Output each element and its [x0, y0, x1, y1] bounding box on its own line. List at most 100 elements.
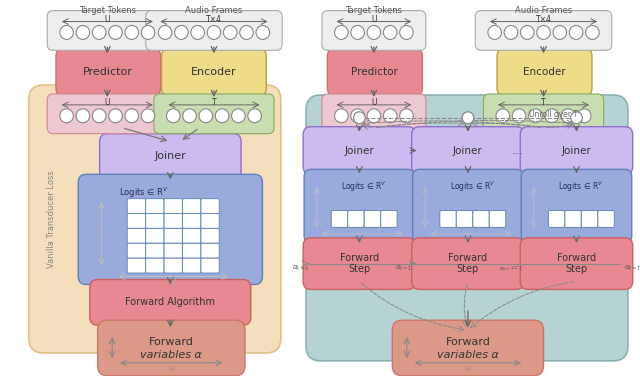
FancyBboxPatch shape: [127, 214, 146, 228]
Text: variables α: variables α: [140, 350, 202, 360]
Text: ...: ...: [511, 257, 524, 270]
Circle shape: [215, 109, 229, 123]
Circle shape: [553, 26, 566, 39]
FancyBboxPatch shape: [146, 228, 164, 243]
FancyBboxPatch shape: [201, 199, 220, 214]
FancyBboxPatch shape: [127, 243, 146, 258]
Text: Predictor: Predictor: [351, 67, 398, 77]
FancyBboxPatch shape: [146, 258, 164, 273]
FancyBboxPatch shape: [201, 228, 220, 243]
Text: Step: Step: [348, 264, 371, 274]
FancyBboxPatch shape: [182, 243, 201, 258]
FancyBboxPatch shape: [56, 49, 161, 96]
Text: Logits ∈ R$^V$: Logits ∈ R$^V$: [450, 180, 495, 194]
Text: U: U: [371, 99, 377, 108]
Circle shape: [175, 26, 188, 39]
Text: Audio Frames: Audio Frames: [186, 6, 243, 15]
Circle shape: [109, 26, 122, 39]
Text: variables α: variables α: [437, 350, 499, 360]
Circle shape: [335, 109, 348, 123]
Text: U: U: [466, 237, 470, 241]
Text: Logits ∈ R$^V$: Logits ∈ R$^V$: [119, 186, 169, 200]
Circle shape: [462, 112, 474, 124]
FancyBboxPatch shape: [164, 243, 182, 258]
Text: Predictor: Predictor: [83, 67, 133, 77]
Circle shape: [240, 26, 253, 39]
FancyBboxPatch shape: [548, 211, 565, 227]
Circle shape: [513, 109, 526, 123]
Text: Forward: Forward: [449, 253, 488, 263]
Text: Forward: Forward: [557, 253, 596, 263]
FancyBboxPatch shape: [127, 228, 146, 243]
FancyBboxPatch shape: [164, 199, 182, 214]
FancyBboxPatch shape: [164, 258, 182, 273]
Text: Logits ∈ R$^V$: Logits ∈ R$^V$: [559, 180, 604, 194]
Circle shape: [571, 112, 582, 124]
Circle shape: [570, 26, 583, 39]
FancyBboxPatch shape: [520, 127, 633, 174]
Circle shape: [520, 26, 534, 39]
Circle shape: [141, 26, 155, 39]
Circle shape: [545, 109, 559, 123]
Circle shape: [232, 109, 245, 123]
Text: T: T: [212, 99, 216, 108]
FancyBboxPatch shape: [489, 211, 506, 227]
Circle shape: [335, 26, 348, 39]
Circle shape: [351, 26, 364, 39]
FancyBboxPatch shape: [182, 214, 201, 228]
FancyBboxPatch shape: [565, 211, 581, 227]
Circle shape: [109, 109, 122, 123]
Circle shape: [400, 26, 413, 39]
Circle shape: [383, 26, 397, 39]
Circle shape: [158, 26, 172, 39]
FancyBboxPatch shape: [306, 95, 628, 361]
Circle shape: [400, 109, 413, 123]
FancyBboxPatch shape: [581, 211, 598, 227]
Circle shape: [367, 26, 381, 39]
Circle shape: [223, 26, 237, 39]
Text: Forward Algorithm: Forward Algorithm: [125, 297, 215, 307]
FancyBboxPatch shape: [201, 243, 220, 258]
Circle shape: [586, 26, 599, 39]
FancyBboxPatch shape: [332, 211, 348, 227]
Text: T: T: [541, 99, 546, 108]
Circle shape: [166, 109, 180, 123]
Circle shape: [529, 109, 542, 123]
Text: Forward: Forward: [445, 337, 490, 347]
Circle shape: [76, 109, 90, 123]
FancyBboxPatch shape: [100, 133, 241, 179]
FancyBboxPatch shape: [146, 214, 164, 228]
Text: U: U: [104, 99, 110, 108]
FancyBboxPatch shape: [201, 214, 220, 228]
Circle shape: [183, 109, 196, 123]
Circle shape: [76, 26, 90, 39]
Text: Logits ∈ R$^V$: Logits ∈ R$^V$: [341, 180, 387, 194]
FancyBboxPatch shape: [127, 199, 146, 214]
Text: U: U: [574, 237, 579, 241]
FancyBboxPatch shape: [146, 243, 164, 258]
Text: Joiner: Joiner: [453, 146, 483, 156]
FancyBboxPatch shape: [412, 127, 524, 174]
FancyBboxPatch shape: [497, 49, 592, 96]
FancyBboxPatch shape: [146, 11, 282, 50]
FancyBboxPatch shape: [304, 169, 415, 243]
FancyBboxPatch shape: [47, 11, 168, 50]
FancyBboxPatch shape: [303, 127, 415, 174]
FancyBboxPatch shape: [412, 238, 524, 290]
FancyBboxPatch shape: [29, 85, 281, 353]
FancyBboxPatch shape: [381, 211, 397, 227]
Circle shape: [383, 109, 397, 123]
Circle shape: [537, 26, 550, 39]
FancyBboxPatch shape: [182, 228, 201, 243]
FancyBboxPatch shape: [328, 49, 422, 96]
Text: U: U: [357, 237, 362, 241]
Text: U: U: [465, 366, 470, 372]
Circle shape: [577, 109, 591, 123]
FancyBboxPatch shape: [456, 211, 473, 227]
Text: U: U: [169, 366, 174, 372]
Text: Target Tokens: Target Tokens: [79, 6, 136, 15]
Text: $\alpha_{t=T}$: $\alpha_{t=T}$: [624, 264, 640, 273]
FancyBboxPatch shape: [90, 279, 251, 325]
Text: Forward: Forward: [340, 253, 379, 263]
FancyBboxPatch shape: [348, 211, 364, 227]
